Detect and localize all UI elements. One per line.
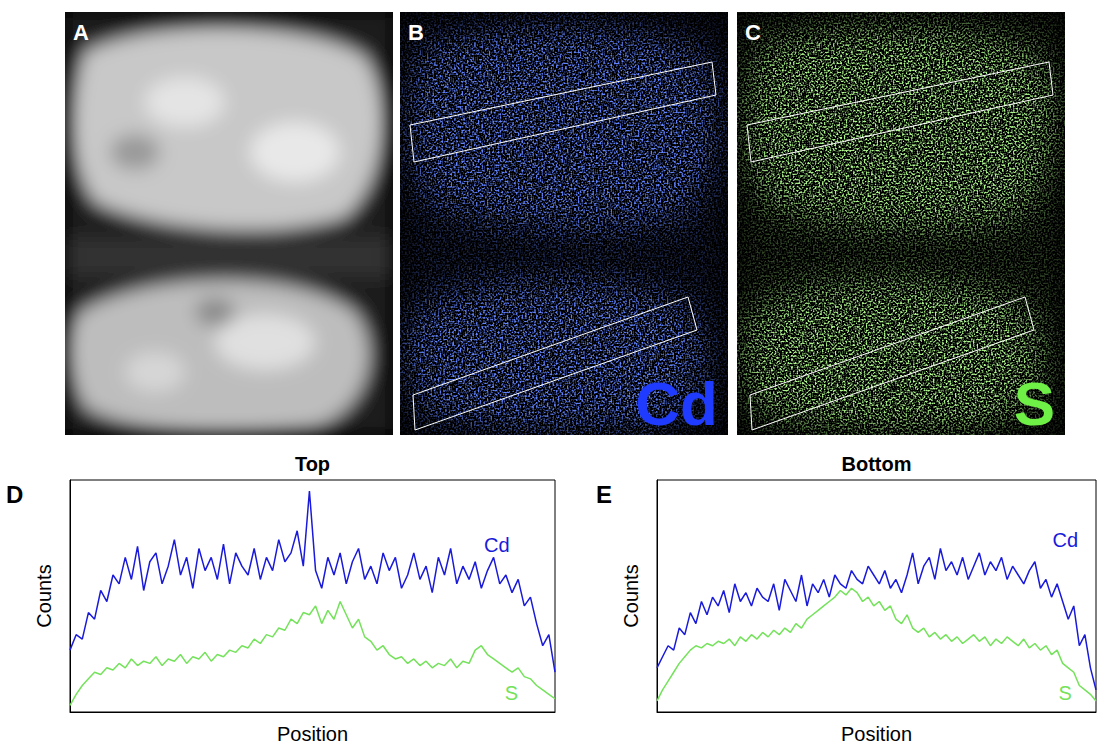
svg-text:A: A (73, 20, 89, 45)
svg-text:Counts: Counts (620, 564, 642, 627)
svg-text:Cd: Cd (635, 369, 718, 438)
svg-text:B: B (408, 20, 424, 45)
svg-text:C: C (745, 20, 761, 45)
svg-text:Cd: Cd (1052, 529, 1078, 551)
svg-text:Cd: Cd (484, 534, 510, 556)
svg-text:S: S (505, 682, 518, 704)
svg-text:Top: Top (295, 453, 330, 475)
svg-text:S: S (1014, 369, 1055, 438)
svg-text:E: E (596, 481, 612, 508)
svg-text:S: S (1059, 682, 1072, 704)
svg-text:Position: Position (277, 723, 348, 745)
svg-text:Bottom: Bottom (842, 453, 912, 475)
svg-text:Counts: Counts (33, 564, 55, 627)
svg-text:Position: Position (841, 723, 912, 745)
svg-text:D: D (6, 481, 23, 508)
